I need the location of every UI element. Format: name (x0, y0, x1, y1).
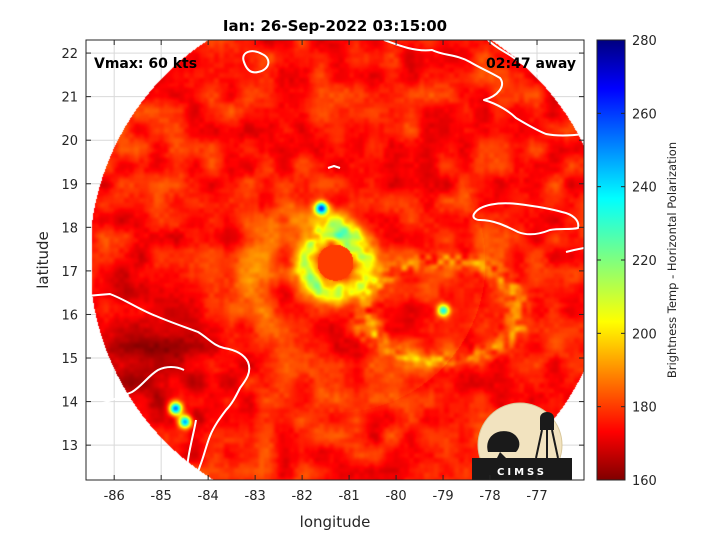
plot-frame (85, 39, 585, 481)
coastline-central-america (86, 293, 251, 480)
colorbar-label: Brightness Temp - Horizontal Polarizatio… (665, 142, 679, 378)
brightness-temperature-swath (86, 40, 584, 480)
colorbar-tick-label: 280 (632, 34, 657, 49)
colorbar-ticks: 280 260 240 220 200 180 160 (597, 34, 657, 489)
y-tick-label: 14 (61, 396, 78, 411)
x-tick-label: -86 (104, 489, 125, 504)
coastline-isle-of-youth (242, 50, 270, 74)
x-tick-label: -84 (198, 489, 219, 504)
vmax-annotation: Vmax: 60 kts (94, 56, 197, 72)
plot-area: CIMSS -86 -85 -84 -83 -82 -81 -80 -79 -78 -77 131… (61, 39, 585, 504)
x-tick-label: -83 (245, 489, 266, 504)
x-axis-ticks: -86 -85 -84 -83 -82 -81 -80 -79 -78 -77 (104, 40, 548, 504)
y-tick-label: 17 (61, 265, 78, 280)
coastline-jamaica (472, 202, 580, 236)
colorbar-tick-label: 200 (632, 327, 657, 342)
y-axis-ticks: 13 14 15 16 17 18 19 20 21 22 (61, 47, 584, 454)
coastline-honduras-bay (86, 366, 185, 409)
coastline-hispaniola-tip (565, 247, 584, 253)
coastline-mosquitia (185, 419, 197, 480)
y-tick-label: 20 (61, 134, 78, 149)
time-offset-annotation: 02:47 away (486, 56, 576, 72)
y-tick-label: 21 (61, 91, 78, 106)
coastline-cuba-east (383, 40, 584, 137)
colorbar-tick-label: 220 (632, 254, 657, 269)
coastline-cayman (327, 165, 341, 169)
y-tick-label: 19 (61, 178, 78, 193)
x-tick-label: -80 (385, 489, 406, 504)
x-tick-label: -79 (432, 489, 453, 504)
colorbar: 280 260 240 220 200 180 160 Brightness Temp - … (596, 34, 679, 489)
y-tick-label: 13 (61, 439, 78, 454)
colorbar-tick-label: 260 (632, 107, 657, 122)
x-tick-label: -82 (291, 489, 312, 504)
chart-title: Ian: 26-Sep-2022 03:15:00 (223, 17, 447, 35)
y-tick-label: 22 (61, 47, 78, 62)
logo-text: CIMSS (497, 467, 547, 478)
x-tick-label: -78 (479, 489, 500, 504)
x-tick-label: -81 (338, 489, 359, 504)
y-axis-label: latitude (34, 231, 52, 289)
y-tick-label: 15 (61, 352, 78, 367)
coastline-cuba-west (86, 40, 187, 51)
colorbar-tick-label: 180 (632, 401, 657, 416)
colorbar-tick-label: 240 (632, 181, 657, 196)
coastline-cuba-north (487, 40, 539, 75)
colorbar-gradient (596, 39, 626, 481)
cimss-logo: CIMSS (472, 402, 572, 480)
water-tower-icon (540, 412, 554, 430)
coastlines (86, 40, 584, 480)
y-tick-label: 18 (61, 221, 78, 236)
colorbar-tick-label: 160 (632, 474, 657, 489)
satellite-dish-icon (487, 431, 520, 452)
x-axis-label: longitude (300, 513, 371, 531)
x-tick-label: -85 (151, 489, 172, 504)
y-tick-label: 16 (61, 308, 78, 323)
x-tick-label: -77 (526, 489, 547, 504)
